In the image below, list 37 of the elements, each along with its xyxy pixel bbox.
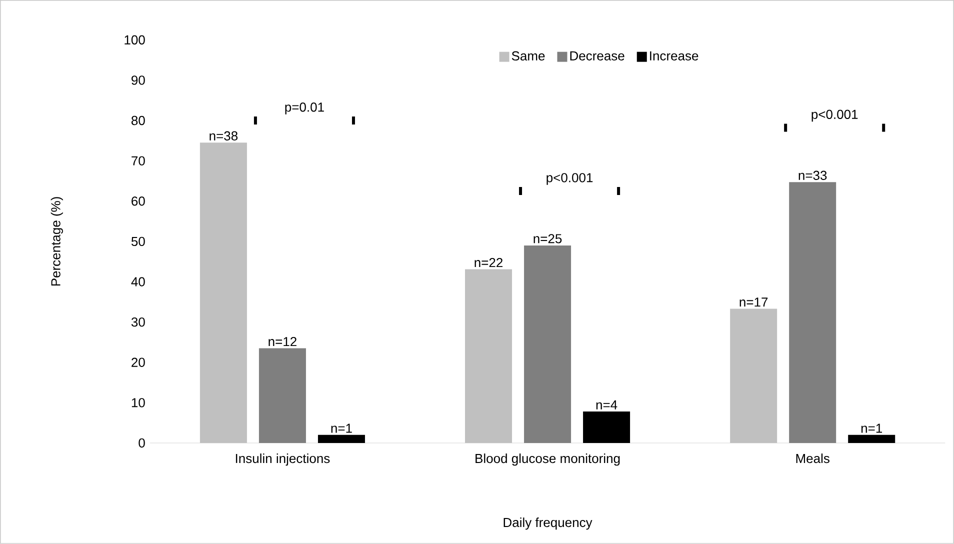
y-tick-label: 90: [132, 76, 145, 85]
y-axis-title: Percentage (%): [50, 197, 63, 286]
annotation: n=17: [740, 298, 768, 307]
bar: [524, 246, 572, 444]
annotation: n=12: [268, 337, 296, 346]
annotation: n=1: [331, 424, 352, 433]
x-tick-label: Blood glucose monitoring: [476, 454, 620, 466]
annotation: p<0.001: [546, 173, 593, 185]
annotation: n=22: [474, 258, 502, 268]
y-tick-label: 100: [124, 35, 145, 45]
annotation: n=4: [596, 400, 618, 410]
y-tick-label: 30: [131, 318, 145, 327]
annotation: n=25: [534, 234, 562, 244]
annotation: n=33: [798, 170, 827, 180]
y-tick-label: 50: [131, 236, 145, 246]
bar: [789, 182, 836, 444]
y-tick-label: 10: [132, 398, 145, 408]
annotation: p<0.001: [812, 110, 858, 122]
legend-label: Decrease: [570, 51, 624, 60]
bar: [848, 434, 896, 444]
x-axis-title: Daily frequency: [504, 518, 592, 530]
bar: [318, 434, 365, 444]
y-tick-label: 70: [132, 156, 145, 166]
legend-label: Increase: [650, 51, 698, 60]
y-tick-label: 0: [138, 438, 145, 448]
x-tick-label: Insulin injections: [236, 454, 330, 466]
x-tick-label: Meals: [796, 454, 830, 464]
annotation: p=0.01: [285, 102, 324, 114]
y-tick-label: 40: [131, 277, 145, 286]
annotation: n=1: [861, 424, 882, 433]
y-tick-label: 20: [132, 358, 145, 368]
annotation: n=38: [210, 131, 238, 141]
legend-label: Same: [512, 51, 545, 61]
bar: [258, 348, 306, 444]
bar: [583, 412, 630, 444]
y-tick-label: 60: [132, 196, 145, 206]
y-tick-label: 80: [132, 116, 145, 126]
